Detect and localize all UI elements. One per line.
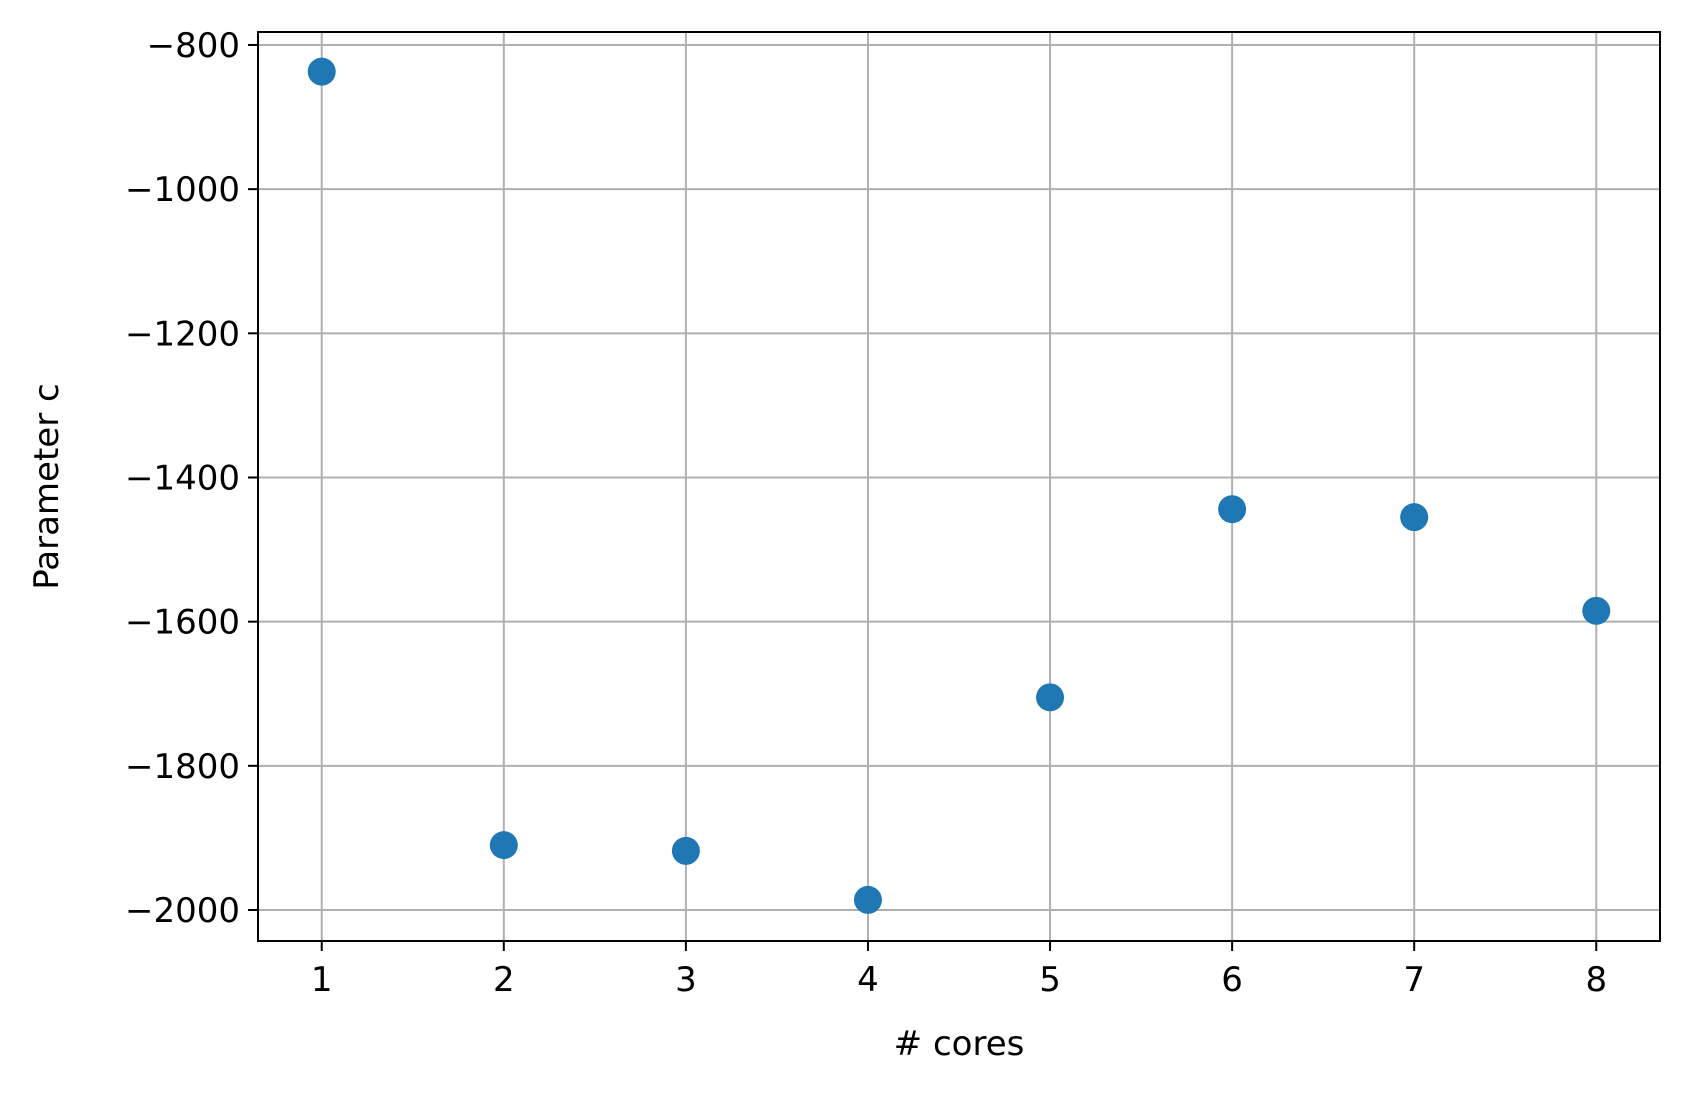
x-axis-label: # cores: [894, 1024, 1025, 1064]
plot-frame: [257, 31, 1661, 942]
y-tick-label: −1400: [125, 458, 240, 498]
data-point: [489, 831, 518, 860]
x-tick-label: 7: [1403, 960, 1425, 1000]
y-tick-label: −1600: [125, 603, 240, 643]
x-tick-label: 3: [675, 960, 697, 1000]
y-axis-label: Parameter c: [27, 383, 67, 589]
y-tick-label: −2000: [125, 891, 240, 931]
data-points: [307, 57, 1611, 914]
data-point: [307, 57, 336, 86]
data-point: [1036, 683, 1065, 712]
data-point: [853, 885, 882, 914]
axis-ticks: 1 2 3 4 5 6 7 8 −800 −1000 −1200 −1400 −1600 −1800 −20…: [125, 26, 1607, 1000]
x-tick-label: 4: [857, 960, 879, 1000]
x-tick-label: 6: [1221, 960, 1243, 1000]
data-point: [1582, 596, 1611, 625]
y-tick-label: −800: [147, 26, 240, 66]
data-point: [671, 836, 700, 865]
data-point: [1218, 495, 1247, 524]
data-point: [1400, 503, 1429, 532]
grid-lines: [258, 32, 1660, 941]
x-tick-label: 5: [1039, 960, 1061, 1000]
x-tick-label: 1: [311, 960, 333, 1000]
y-tick-label: −1800: [125, 747, 240, 787]
x-tick-label: 2: [493, 960, 515, 1000]
x-tick-label: 8: [1585, 960, 1607, 1000]
y-tick-label: −1200: [125, 314, 240, 354]
y-tick-label: −1000: [125, 170, 240, 210]
